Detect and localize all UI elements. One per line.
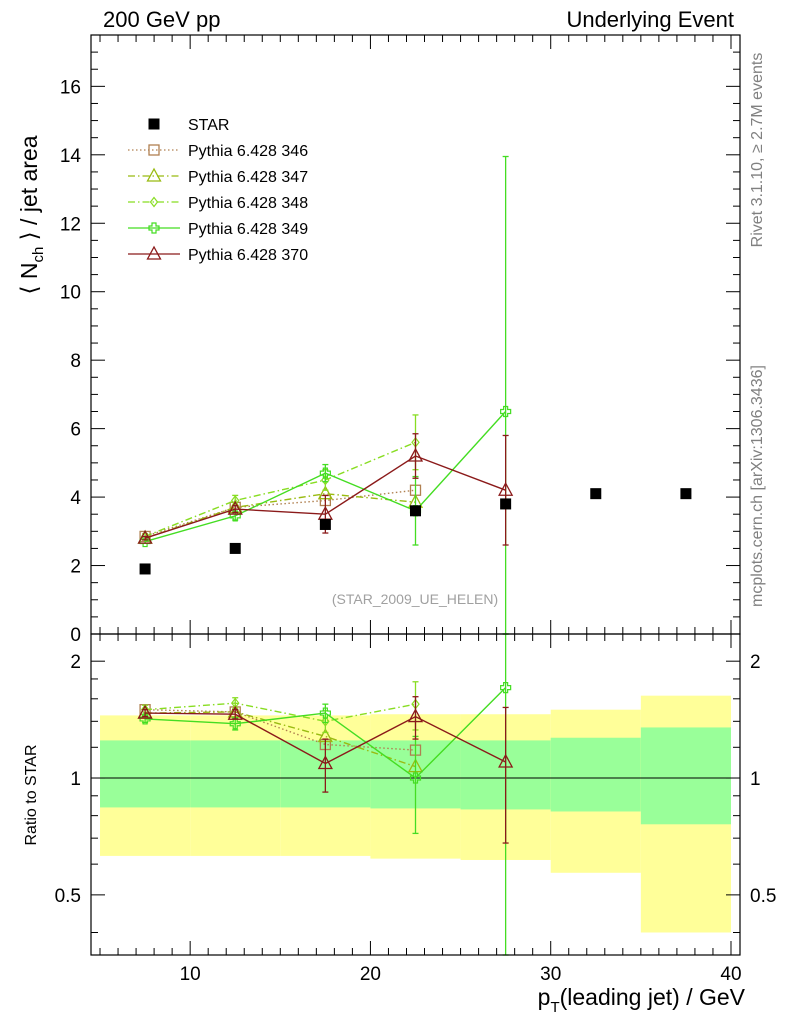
data-point — [407, 447, 424, 462]
series-line — [145, 702, 416, 723]
legend-marker — [149, 196, 159, 208]
y-tick-label: 8 — [70, 351, 81, 372]
legend: STAR Pythia 6.428 346 Pythia 6.428 347 Pyth… — [128, 117, 308, 264]
x-tick-label: 30 — [540, 964, 561, 985]
x-axis-title: pT(leading jet) / GeV — [538, 984, 746, 1016]
legend-item: Pythia 6.428 347 — [128, 167, 308, 186]
data-point — [500, 498, 512, 510]
analysis-watermark: (STAR_2009_UE_HELEN) — [332, 591, 498, 607]
main-series-pythia-6-428-348 — [140, 414, 420, 542]
data-point — [319, 707, 331, 719]
rivet-label: Rivet 3.1.10, ≥ 2.7M events — [749, 53, 766, 248]
data-point — [229, 718, 241, 730]
legend-item: Pythia 6.428 370 — [128, 245, 308, 264]
header-right: Underlying Event — [566, 7, 734, 32]
y-tick-label: 0.5 — [55, 886, 81, 907]
legend-marker — [146, 245, 162, 260]
x-tick-label: 40 — [720, 964, 741, 985]
legend-item: STAR — [148, 117, 229, 134]
legend-item: Pythia 6.428 349 — [128, 221, 308, 238]
data-point — [498, 753, 514, 768]
y-tick-label: 6 — [70, 420, 81, 441]
mcplots-label: mcplots.cern.ch [arXiv:1306.3436] — [749, 365, 766, 607]
data-point — [319, 518, 331, 530]
series-line — [145, 709, 416, 751]
series-line — [144, 492, 416, 539]
legend-item: Pythia 6.428 346 — [128, 143, 308, 160]
main-series-pythia-6-428-346 — [139, 484, 422, 543]
y-tick-label: 2 — [70, 557, 81, 578]
legend-label: Pythia 6.428 347 — [188, 169, 308, 186]
ratio-uncertainty-bands — [100, 695, 731, 933]
y-tick-label: 2 — [70, 652, 81, 673]
y-tick-label-right: 1 — [750, 769, 761, 790]
y-tick-label: 16 — [60, 77, 81, 98]
y-tick-label: 1 — [70, 769, 81, 790]
legend-label: STAR — [188, 117, 229, 134]
legend-marker — [146, 167, 162, 182]
y-tick-label: 12 — [60, 214, 81, 235]
legend-item: Pythia 6.428 348 — [128, 195, 308, 212]
main-series-pythia-6-428-370 — [137, 433, 514, 546]
data-point — [590, 488, 602, 500]
band-green — [100, 740, 191, 808]
data-point — [498, 481, 514, 496]
y-tick-label-right: 2 — [750, 652, 761, 673]
data-point — [500, 405, 512, 418]
legend-label: Pythia 6.428 348 — [188, 195, 308, 212]
x-tick-label: 10 — [180, 964, 201, 985]
data-point — [321, 715, 330, 727]
data-point — [227, 500, 243, 515]
ratio-plot-frame — [90, 633, 741, 956]
band-green — [640, 727, 731, 825]
legend-label: Pythia 6.428 346 — [188, 143, 308, 160]
ratio-y-axis: 0.5 0.5 1 1 2 2 — [55, 652, 776, 933]
data-point — [137, 704, 153, 719]
data-point — [409, 772, 422, 784]
data-point — [139, 563, 151, 575]
y-tick-label: 14 — [60, 146, 82, 167]
header-left: 200 GeV pp — [103, 7, 221, 32]
y-tick-label: 10 — [60, 283, 81, 304]
data-point — [410, 505, 421, 517]
legend-marker — [148, 144, 160, 156]
main-series-star — [139, 488, 692, 575]
data-point — [317, 755, 333, 770]
series-line — [145, 711, 416, 768]
legend-marker — [148, 222, 160, 234]
y-tick-label-right: 0.5 — [750, 886, 776, 907]
data-point — [680, 488, 692, 500]
data-point — [229, 542, 241, 554]
x-tick-label: 20 — [360, 964, 381, 985]
main-y-axis-title: ⟨ Nch ⟩ / jet area — [16, 135, 47, 294]
data-point — [500, 681, 512, 694]
data-point — [227, 705, 243, 720]
data-point — [137, 529, 153, 544]
legend-label: Pythia 6.428 370 — [188, 247, 308, 264]
y-tick-label: 4 — [70, 488, 81, 509]
main-y-axis: 0 2 4 6 8 10 12 14 16 — [60, 51, 740, 646]
legend-marker — [148, 118, 160, 130]
y-tick-label: 0 — [70, 625, 81, 646]
data-point — [319, 467, 331, 479]
ratio-y-axis-title: Ratio to STAR — [23, 744, 40, 845]
band-green — [190, 740, 281, 808]
data-point — [407, 708, 424, 723]
ratio-series-pythia-6-428-370 — [137, 696, 514, 844]
band-green — [550, 737, 641, 812]
series-line — [144, 441, 416, 538]
x-axis: 10 20 30 40 — [99, 35, 742, 985]
legend-label: Pythia 6.428 349 — [188, 221, 308, 238]
